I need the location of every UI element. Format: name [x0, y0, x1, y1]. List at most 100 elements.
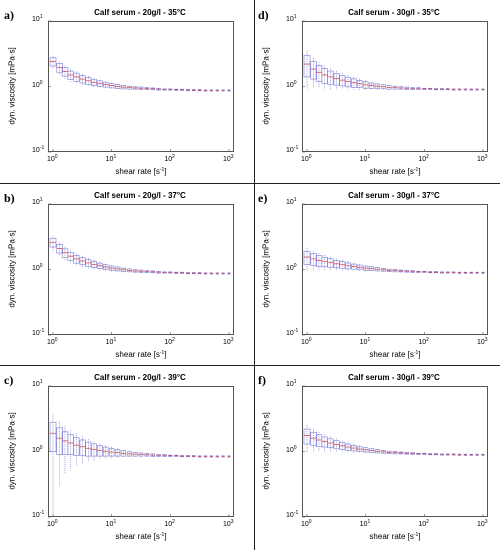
x-tick-label: 103 [223, 519, 234, 528]
box-body [333, 440, 340, 450]
box-3 [67, 250, 74, 264]
x-tick-label: 102 [164, 154, 175, 163]
x-axis-label: shear rate [s-1] [115, 167, 166, 176]
tick-base: 10 [105, 521, 114, 528]
box-23 [186, 455, 190, 458]
x-axis-label-exponent: -1 [159, 167, 165, 173]
box-28 [215, 89, 219, 92]
tick-base: 10 [418, 339, 427, 346]
box-3 [321, 254, 328, 271]
box-2 [315, 431, 323, 452]
tick-exponent: 1 [39, 14, 43, 20]
box-body [303, 428, 311, 445]
box-27 [209, 455, 214, 458]
box-4 [73, 253, 80, 266]
tick-base: 10 [477, 339, 485, 346]
tick-exponent: 2 [426, 154, 429, 160]
box-6 [85, 76, 92, 87]
box-5 [333, 438, 340, 453]
tick-base: 10 [359, 521, 368, 528]
horizontal-divider-1 [0, 183, 500, 184]
box-3 [321, 434, 328, 452]
box-body [475, 453, 479, 456]
box-16 [144, 270, 150, 274]
panel-letter: a) [4, 8, 14, 22]
tick-exponent: 1 [367, 154, 371, 160]
x-axis-label-close: ] [164, 532, 167, 541]
box-24 [445, 271, 450, 274]
x-axis-label-text: shear rate [s [115, 350, 160, 359]
tick-exponent: 1 [39, 379, 43, 385]
panel-letter: f) [258, 373, 266, 387]
x-tick-label: 101 [360, 154, 371, 163]
tick-exponent: 0 [308, 337, 312, 343]
tick-base: 10 [286, 264, 294, 272]
tick-exponent: 1 [293, 379, 297, 385]
boxplot-svg [302, 20, 485, 153]
box-7 [91, 441, 97, 461]
y-axis-label: dyn. viscosity [mPa·s] [7, 412, 17, 490]
box-body [85, 441, 92, 457]
tick-base: 10 [286, 147, 294, 154]
box-19 [162, 271, 167, 274]
tick-base: 10 [32, 16, 40, 23]
x-axis-label-text: shear rate [s [369, 167, 414, 176]
box-6 [339, 440, 346, 453]
box-16 [144, 452, 150, 457]
y-tick-label: 101 [286, 14, 297, 23]
box-7 [91, 259, 97, 270]
tick-exponent: 0 [293, 262, 297, 269]
box-body [333, 73, 340, 86]
box-3 [321, 65, 328, 90]
tick-exponent: 1 [367, 519, 371, 525]
box-body [310, 61, 317, 80]
y-axis-label: dyn. viscosity [mPa·s] [7, 47, 17, 125]
box-10 [108, 447, 115, 459]
box-body [79, 439, 86, 457]
box-24 [445, 88, 450, 91]
box-14 [132, 451, 138, 457]
box-13 [126, 85, 132, 90]
tick-base: 10 [286, 16, 294, 23]
box-23 [440, 453, 444, 456]
box-19 [416, 270, 421, 273]
box-6 [85, 258, 92, 269]
box-body [362, 81, 369, 89]
tick-base: 10 [164, 156, 173, 163]
x-axis-label-exponent: -1 [159, 532, 165, 538]
box-29 [475, 271, 479, 274]
tick-exponent: 0 [54, 337, 58, 343]
box-5 [333, 258, 340, 271]
x-tick-label: 101 [106, 519, 117, 528]
tick-exponent: -1 [39, 328, 45, 334]
box-13 [380, 84, 386, 90]
box-15 [392, 451, 398, 455]
y-tick-label: 100 [32, 80, 43, 89]
tick-exponent: -1 [39, 145, 45, 151]
box-0 [303, 424, 311, 453]
x-axis-label-exponent: -1 [413, 532, 419, 538]
y-tick-label: 101 [32, 197, 43, 206]
box-11 [114, 266, 121, 272]
box-29 [221, 455, 225, 458]
box-body [333, 260, 340, 269]
box-18 [156, 454, 161, 457]
box-body [73, 437, 80, 456]
box-body [91, 443, 97, 457]
x-axis-label-text: shear rate [s [369, 350, 414, 359]
box-body [475, 88, 479, 91]
box-10 [108, 82, 115, 89]
box-4 [73, 433, 80, 467]
chart-title: Calf serum - 20g/l - 37°C [94, 191, 186, 200]
x-axis-label-close: ] [418, 532, 421, 541]
box-body [481, 271, 485, 274]
box-21 [428, 453, 433, 456]
chart-title: Calf serum - 20g/l - 35°C [94, 8, 186, 17]
box-18 [410, 452, 415, 455]
box-19 [162, 454, 167, 457]
x-axis-label-exponent: -1 [159, 350, 165, 356]
tick-base: 10 [164, 521, 173, 528]
box-15 [138, 86, 144, 90]
box-7 [345, 442, 351, 453]
box-30 [227, 89, 231, 92]
